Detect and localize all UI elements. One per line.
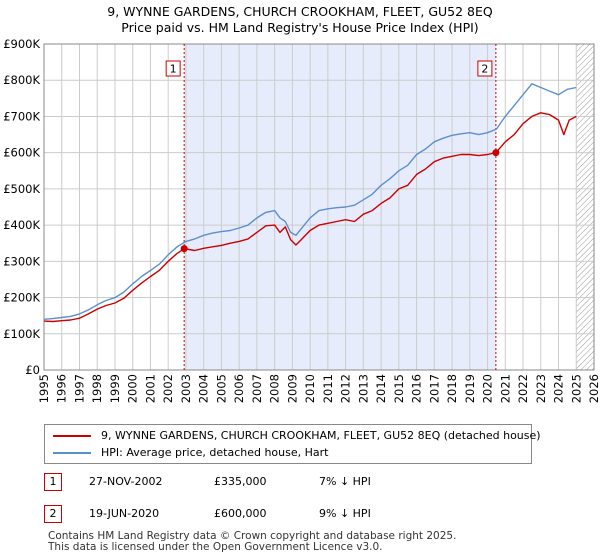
transaction-row: 2 19-JUN-2020 £600,000 9% ↓ HPI	[44, 505, 544, 525]
transaction-date: 27-NOV-2002	[89, 475, 163, 488]
transaction-price: £335,000	[214, 475, 267, 488]
x-tick-label: 2007	[250, 374, 264, 403]
y-tick-label: £0	[25, 363, 40, 377]
transaction-badge: 2	[44, 505, 62, 523]
y-tick-label: £900K	[3, 37, 40, 51]
y-tick-label: £500K	[3, 182, 40, 196]
x-tick-label: 1997	[72, 374, 86, 403]
x-tick-label: 2010	[303, 374, 317, 403]
y-tick-label: £300K	[3, 254, 40, 268]
x-tick-label: 2018	[445, 374, 459, 403]
x-tick-label: 2013	[356, 374, 370, 403]
x-tick-label: 2026	[587, 374, 600, 403]
sale-point	[180, 245, 188, 253]
legend-label-hpi: HPI: Average price, detached house, Hart	[101, 446, 329, 459]
transaction-badge: 1	[44, 473, 62, 491]
x-tick-label: 2006	[232, 374, 246, 403]
x-tick-label: 2019	[463, 374, 477, 403]
legend-label-property: 9, WYNNE GARDENS, CHURCH CROOKHAM, FLEET…	[101, 429, 541, 442]
chart-title-line1: 9, WYNNE GARDENS, CHURCH CROOKHAM, FLEET…	[107, 4, 493, 19]
x-tick-label: 1996	[55, 374, 69, 403]
footer-licence: This data is licensed under the Open Gov…	[48, 541, 383, 553]
x-tick-label: 2015	[392, 374, 406, 403]
x-tick-label: 2003	[179, 374, 193, 403]
x-tick-label: 2000	[126, 374, 140, 403]
transaction-price: £600,000	[214, 507, 267, 520]
x-tick-label: 2008	[268, 374, 282, 403]
x-tick-label: 2011	[321, 374, 335, 403]
series-line-property	[43, 112, 577, 323]
x-tick-label: 2009	[285, 374, 299, 403]
x-tick-label: 2004	[197, 374, 211, 403]
x-tick-label: 2020	[481, 374, 495, 403]
y-tick-label: £600K	[3, 146, 40, 160]
x-tick-label: 2021	[498, 374, 512, 403]
legend-line-hpi	[53, 452, 91, 454]
y-tick-label: £800K	[3, 73, 40, 87]
footer: Contains HM Land Registry data © Crown c…	[48, 531, 456, 553]
transaction-date: 19-JUN-2020	[89, 507, 160, 520]
series-line-hpi	[43, 83, 577, 320]
x-tick-label: 2005	[214, 374, 228, 403]
forecast-hatch	[576, 44, 594, 370]
x-tick-label: 2002	[161, 374, 175, 403]
footer-copyright: Contains HM Land Registry data © Crown c…	[48, 530, 457, 542]
x-tick-label: 2001	[143, 374, 157, 403]
x-tick-label: 2014	[374, 374, 388, 403]
chart-title-line2: Price paid vs. HM Land Registry's House …	[121, 20, 479, 35]
x-tick-label: 1998	[90, 374, 104, 403]
x-tick-label: 2022	[516, 374, 530, 403]
y-tick-label: £200K	[3, 291, 40, 305]
sale-label-number: 1	[170, 63, 177, 76]
sale-label-box	[477, 60, 493, 77]
transaction-row: 1 27-NOV-2002 £335,000 7% ↓ HPI	[44, 473, 544, 493]
x-tick-label: 1995	[37, 374, 51, 403]
legend: 9, WYNNE GARDENS, CHURCH CROOKHAM, FLEET…	[44, 424, 541, 464]
legend-line-property	[53, 435, 91, 437]
x-tick-label: 2024	[552, 374, 566, 403]
sale-label-number: 2	[481, 63, 488, 76]
x-tick-label: 2017	[427, 374, 441, 403]
x-tick-label: 2016	[410, 374, 424, 403]
plot-border	[43, 43, 595, 371]
x-tick-label: 1999	[108, 374, 122, 403]
transaction-hpi-diff: 9% ↓ HPI	[319, 507, 371, 520]
sale-label-box	[165, 60, 181, 77]
transaction-hpi-diff: 7% ↓ HPI	[319, 475, 371, 488]
y-tick-label: £700K	[3, 109, 40, 123]
y-tick-label: £100K	[3, 327, 40, 341]
x-tick-label: 2012	[339, 374, 353, 403]
price-chart: £0 £100K £200K £300K £400K £500K £600K £700K £80…	[3, 37, 600, 403]
y-tick-label: £400K	[3, 218, 40, 232]
x-tick-label: 2023	[534, 374, 548, 403]
x-tick-label: 2025	[569, 374, 583, 403]
sale-point	[492, 149, 500, 157]
